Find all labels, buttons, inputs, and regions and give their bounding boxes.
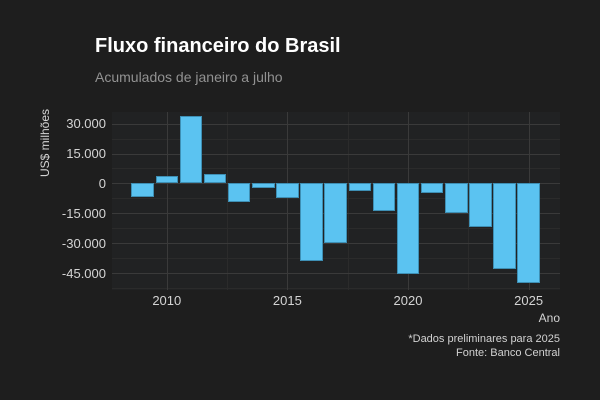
y-tick-label--15000: -15.000	[61, 205, 106, 221]
bar-2022	[445, 183, 468, 214]
bar-2024	[493, 183, 516, 269]
y-tick-label-0: 0	[98, 175, 106, 191]
gridline-minor-h	[112, 168, 560, 170]
gridline-major-v	[166, 112, 168, 290]
y-tick-label--45000: -45.000	[61, 265, 106, 281]
x-tick-label-2015: 2015	[272, 293, 302, 308]
gridline-minor-v	[227, 112, 229, 290]
gridline-minor-h	[112, 258, 560, 260]
bar-2019	[372, 183, 396, 212]
bar-2023	[469, 183, 492, 228]
gridline-major-h	[112, 123, 560, 125]
y-tick-label-30000: 30.000	[66, 116, 106, 132]
chart-caption: *Dados preliminares para 2025 Fonte: Ban…	[408, 333, 560, 360]
chart-panel	[112, 112, 560, 290]
bar-2020	[396, 183, 420, 274]
chart-title: Fluxo financeiro do Brasil	[95, 35, 341, 57]
bar-2010	[155, 175, 179, 184]
bar-2021	[420, 183, 444, 194]
bar-2017	[324, 183, 347, 244]
gridline-major-h	[112, 153, 560, 155]
gridline-minor-v	[468, 112, 470, 290]
gridline-minor-v	[347, 112, 349, 290]
caption-line-2: Fonte: Banco Central	[456, 346, 560, 359]
y-tick-label--30000: -30.000	[61, 235, 106, 251]
x-tick-label-2020: 2020	[393, 293, 423, 308]
bar-2012	[203, 174, 227, 184]
bar-2015	[276, 183, 299, 199]
caption-line-1: *Dados preliminares para 2025	[408, 333, 560, 345]
bar-2011	[179, 116, 203, 184]
bar-2009	[131, 183, 154, 197]
bar-2013	[227, 183, 251, 203]
gridline-major-h	[112, 243, 560, 245]
chart-subtitle: Acumulados de janeiro a julho	[95, 69, 283, 85]
bar-2025	[517, 183, 540, 284]
gridline-major-v	[287, 112, 289, 290]
gridline-minor-h	[112, 138, 560, 140]
gridline-major-h	[112, 273, 560, 275]
x-tick-label-2025: 2025	[514, 293, 544, 308]
x-tick-label-2010: 2010	[152, 293, 182, 308]
gridline-minor-h	[112, 288, 560, 289]
x-axis-title: Ano	[538, 311, 560, 325]
y-tick-label-15000: 15.000	[66, 146, 106, 161]
bar-2018	[348, 183, 372, 191]
bar-2014	[252, 183, 275, 189]
bar-2016	[300, 183, 323, 262]
